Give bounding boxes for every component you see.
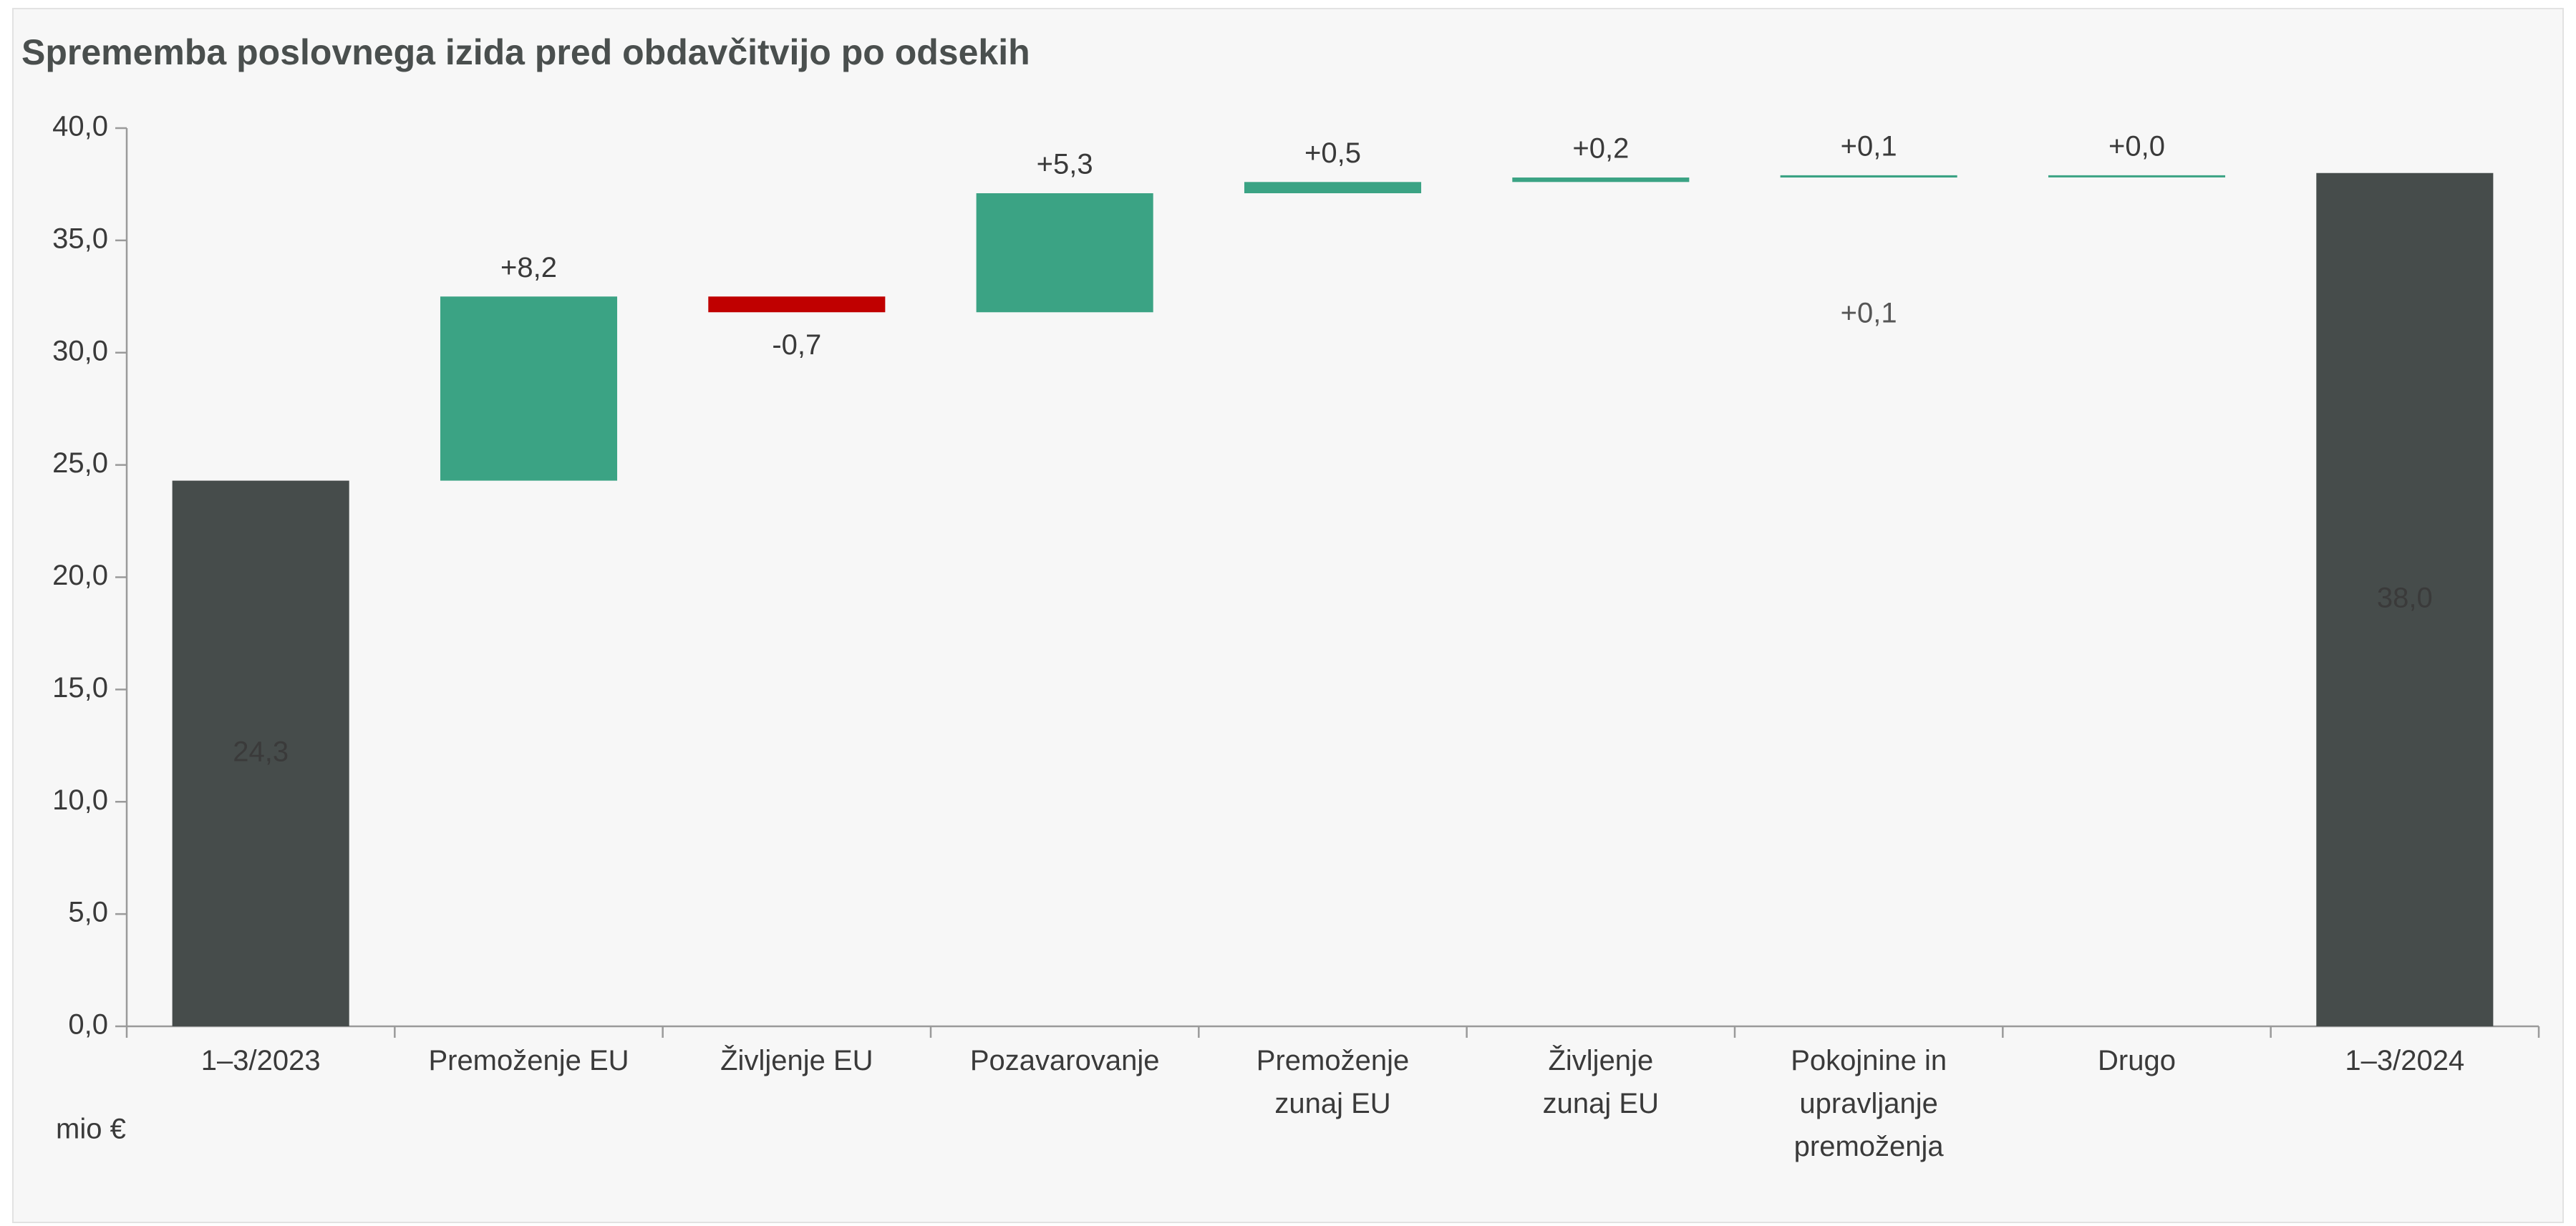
value-label: -0,7 [772, 329, 821, 361]
x-tick-label: Življenje EU [720, 1044, 873, 1076]
value-label: 38,0 [2377, 582, 2433, 613]
y-tick-label: 20,0 [52, 560, 108, 591]
value-label: +0,2 [1572, 133, 1629, 165]
x-tick-label: 1–3/2024 [2345, 1045, 2464, 1076]
value-label: +5,3 [1037, 149, 1093, 180]
y-tick-label: 0,0 [68, 1009, 108, 1041]
bar [708, 296, 886, 313]
y-tick-label: 25,0 [52, 447, 108, 479]
bar [976, 193, 1153, 313]
y-tick-label: 10,0 [52, 784, 108, 816]
x-tick-label: Življenje zunaj EU [1543, 1044, 1659, 1119]
x-tick-label: Premoženje zunaj EU [1256, 1045, 1409, 1119]
y-tick-label: 5,0 [68, 897, 108, 928]
y-tick-label: 40,0 [52, 111, 108, 142]
bar [1244, 182, 1422, 193]
y-tick-label: 35,0 [52, 223, 108, 254]
value-label: +0,5 [1304, 137, 1361, 169]
value-label: 24,3 [233, 736, 289, 767]
bar [440, 296, 618, 481]
x-tick-label: Premoženje EU [428, 1045, 629, 1076]
value-label: +0,1 [1841, 130, 1897, 162]
value-label: +0,0 [2108, 130, 2165, 162]
y-tick-label: 30,0 [52, 335, 108, 366]
x-tick-label: Pozavarovanje [970, 1045, 1160, 1076]
value-label: +8,2 [500, 252, 557, 283]
bar [2316, 172, 2494, 1026]
chart-title: Sprememba poslovnega izida pred obdavčit… [21, 32, 1030, 72]
x-tick-label: Drugo [2098, 1045, 2176, 1076]
bar [1512, 177, 1690, 183]
y-tick-label: 15,0 [52, 672, 108, 704]
bar [2048, 175, 2226, 177]
x-tick-label: Pokojnine in upravljanje premoženja [1791, 1045, 1947, 1162]
x-tick-label: 1–3/2023 [201, 1045, 321, 1076]
chart-panel [12, 8, 2564, 1223]
y-axis-label: mio € [56, 1114, 126, 1145]
annotation: +0,1 [1841, 298, 1897, 329]
bar [172, 480, 349, 1026]
bar [1780, 175, 1957, 178]
